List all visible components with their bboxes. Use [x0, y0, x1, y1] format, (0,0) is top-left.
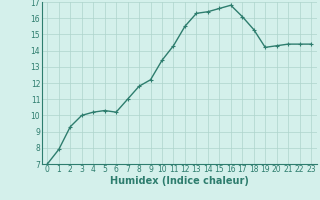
X-axis label: Humidex (Indice chaleur): Humidex (Indice chaleur) [110, 176, 249, 186]
